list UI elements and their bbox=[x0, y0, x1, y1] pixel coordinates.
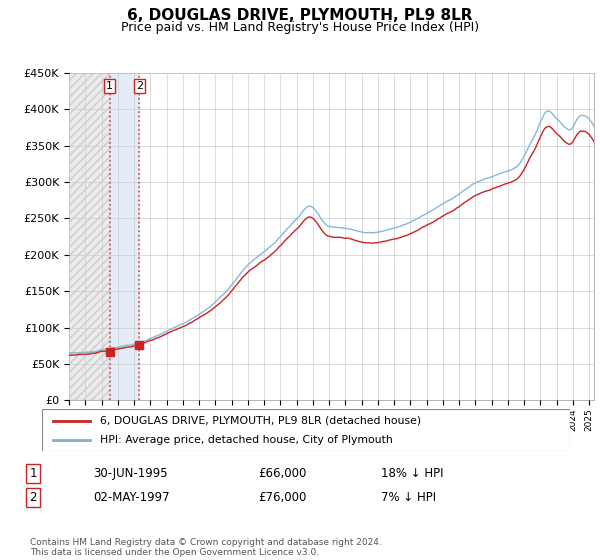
Text: HPI: Average price, detached house, City of Plymouth: HPI: Average price, detached house, City… bbox=[100, 435, 393, 445]
Text: £76,000: £76,000 bbox=[258, 491, 307, 504]
Text: Contains HM Land Registry data © Crown copyright and database right 2024.
This d: Contains HM Land Registry data © Crown c… bbox=[30, 538, 382, 557]
Text: 30-JUN-1995: 30-JUN-1995 bbox=[93, 466, 167, 480]
Text: Price paid vs. HM Land Registry's House Price Index (HPI): Price paid vs. HM Land Registry's House … bbox=[121, 21, 479, 34]
FancyBboxPatch shape bbox=[42, 409, 570, 451]
Text: 1: 1 bbox=[106, 81, 113, 91]
Bar bbox=[69, 73, 110, 400]
Bar bbox=[110, 73, 139, 400]
Text: 6, DOUGLAS DRIVE, PLYMOUTH, PL9 8LR (detached house): 6, DOUGLAS DRIVE, PLYMOUTH, PL9 8LR (det… bbox=[100, 416, 421, 426]
Text: 18% ↓ HPI: 18% ↓ HPI bbox=[381, 466, 443, 480]
Text: 1: 1 bbox=[29, 466, 37, 480]
Text: 7% ↓ HPI: 7% ↓ HPI bbox=[381, 491, 436, 504]
Bar bbox=[69, 73, 110, 400]
Text: £66,000: £66,000 bbox=[258, 466, 307, 480]
Text: 2: 2 bbox=[136, 81, 143, 91]
Text: 6, DOUGLAS DRIVE, PLYMOUTH, PL9 8LR: 6, DOUGLAS DRIVE, PLYMOUTH, PL9 8LR bbox=[127, 8, 473, 24]
Text: 02-MAY-1997: 02-MAY-1997 bbox=[93, 491, 170, 504]
Text: 2: 2 bbox=[29, 491, 37, 504]
